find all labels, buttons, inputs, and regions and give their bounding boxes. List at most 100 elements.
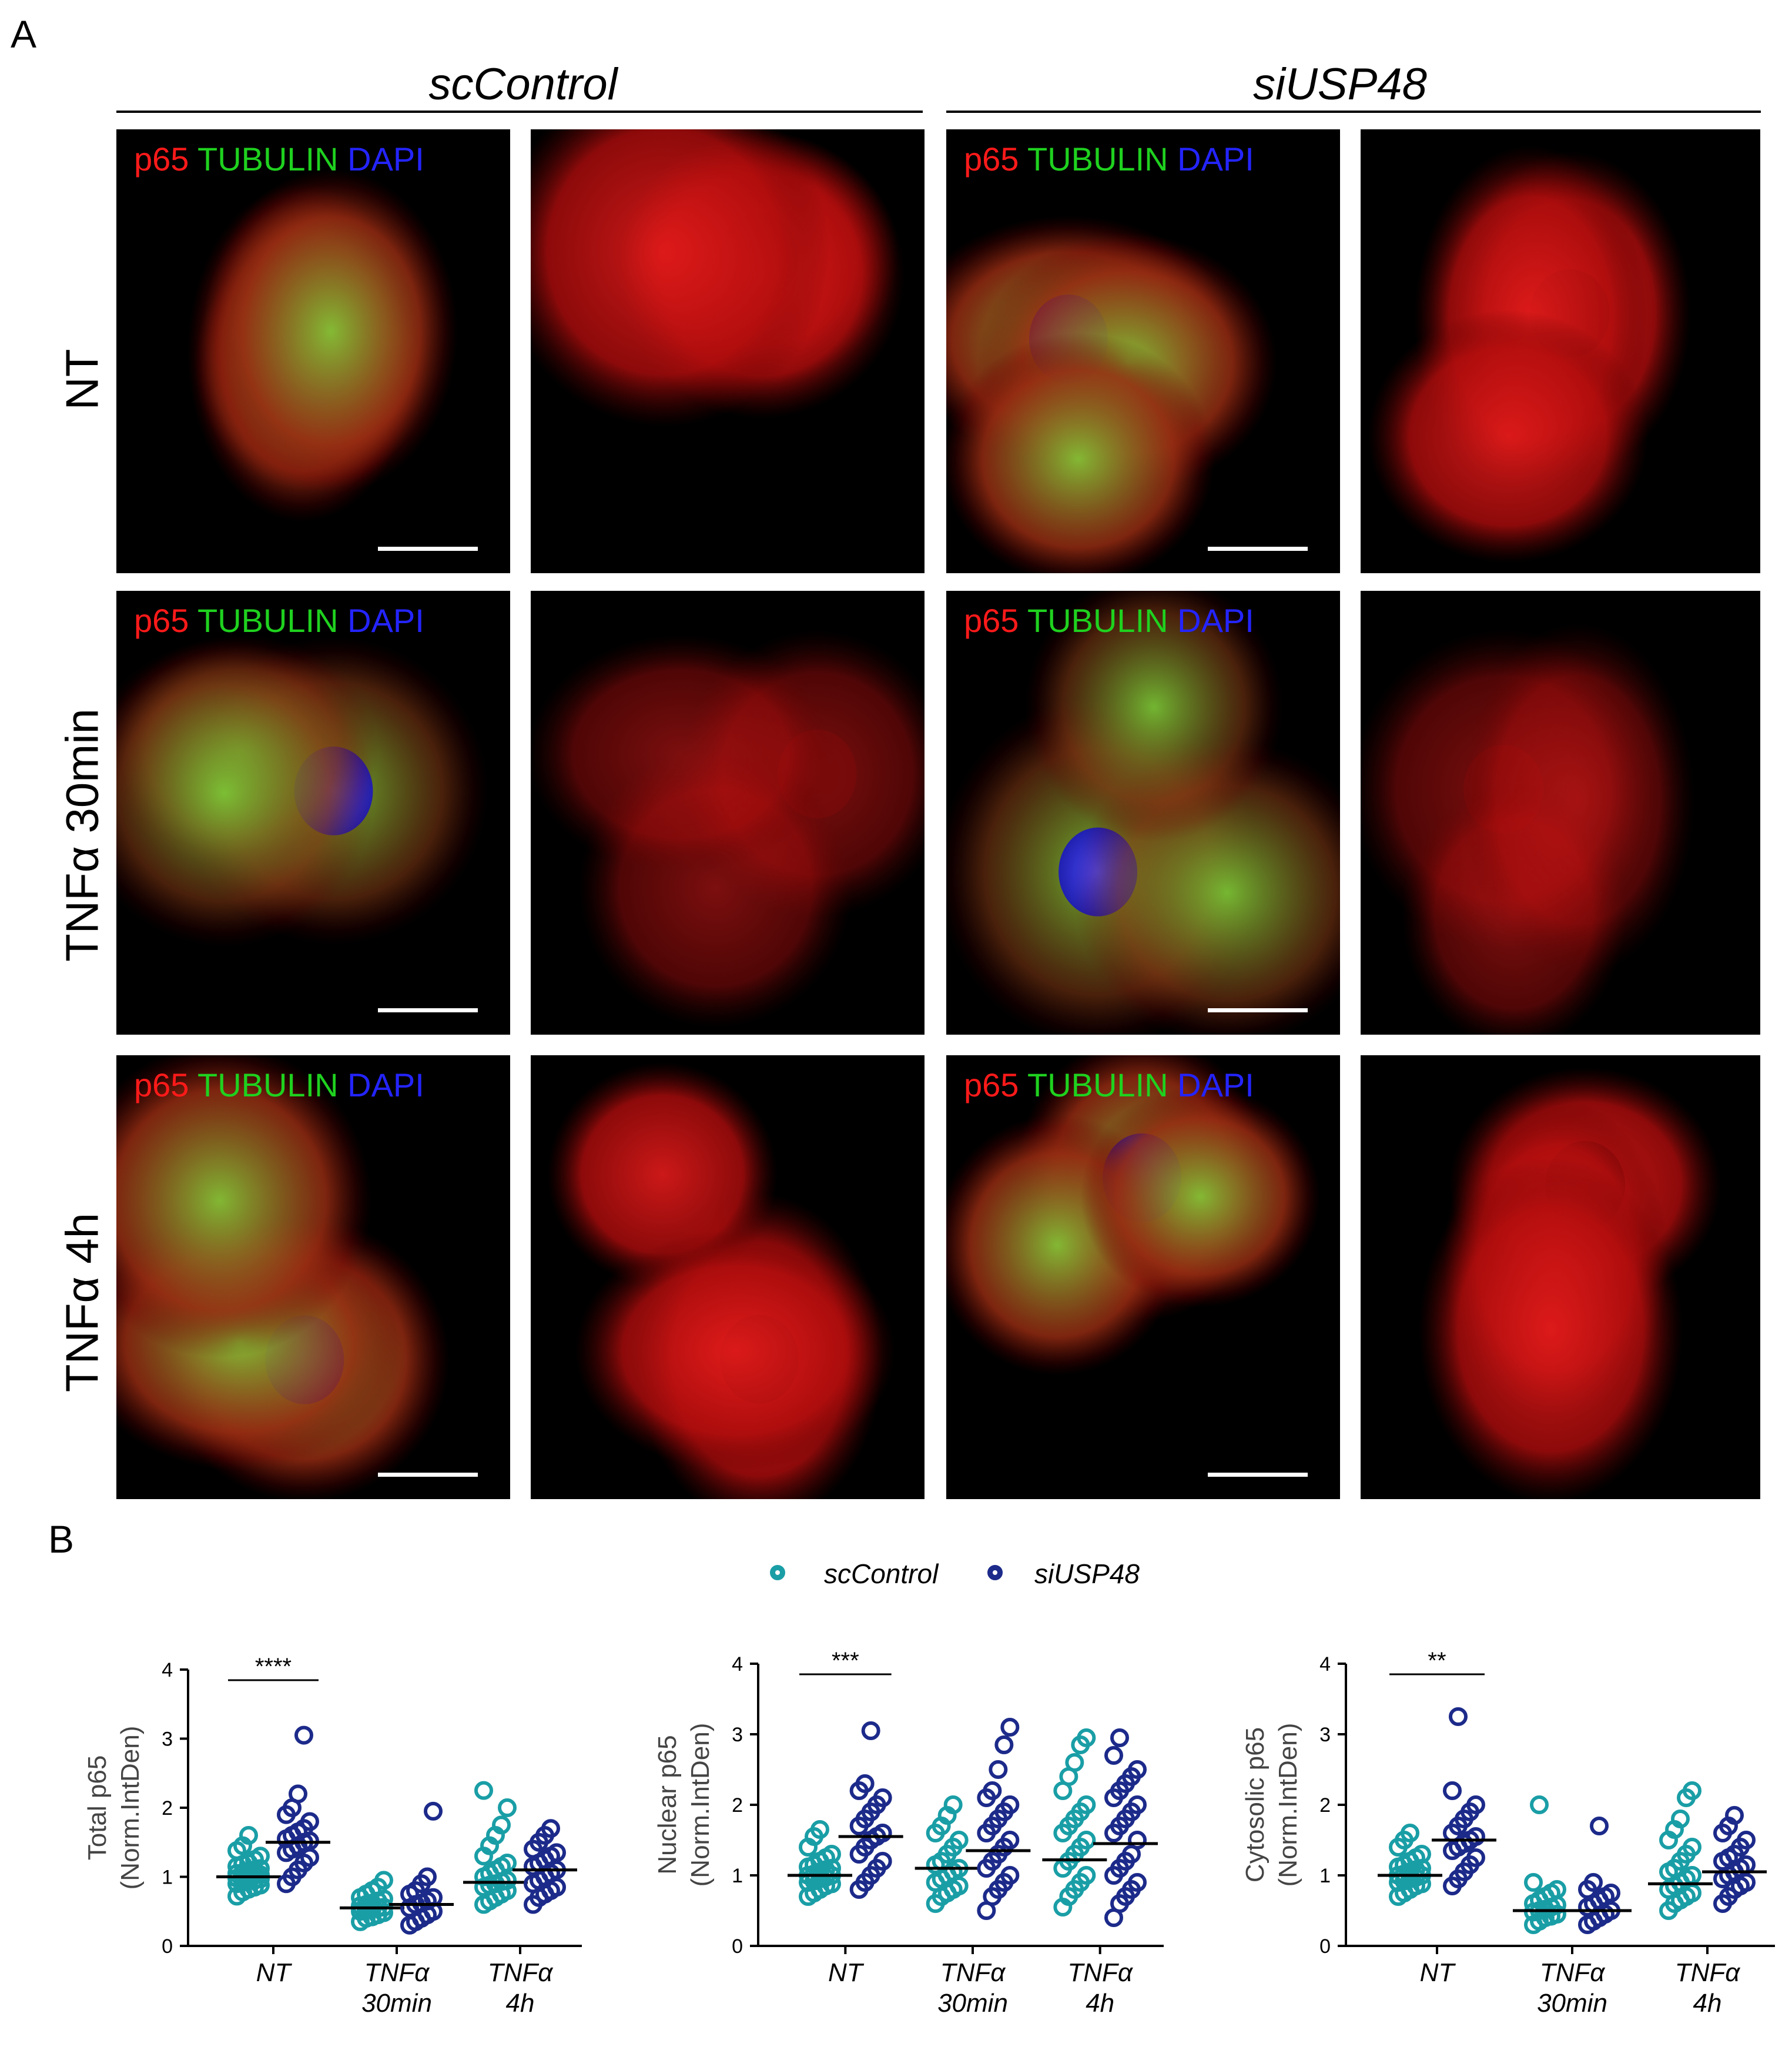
data-point [1104,1746,1123,1765]
group-title-sccontrol: scControl [428,59,618,109]
data-point [1128,1831,1147,1849]
data-point [983,1781,1002,1800]
y-axis-label: (Norm.IntDen) [116,1726,145,1890]
data-point [1466,1848,1485,1867]
y-tick-label: 1 [1319,1865,1331,1887]
x-tick-label: NT [1420,1958,1456,1987]
data-point [810,1820,829,1839]
data-point [855,1774,875,1793]
y-axis-label: Nuclear p65 [653,1735,682,1874]
channel-legend: p65 TUBULIN DAPI [134,1066,424,1104]
total-p65-chart: 0 1 2 3 4 Total p65 (Norm.IntDen) NT TNFα 30min TN… [35,1634,588,2063]
scale-bar [378,1008,478,1012]
y-tick-label: 1 [162,1867,173,1889]
group-title-siusp48: siUSP48 [1253,59,1427,109]
channel-label-p65: p65 [134,141,189,178]
x-tick-label: TNFα [488,1958,554,1987]
data-point [541,1819,560,1838]
data-point [1412,1845,1431,1864]
y-tick-label: 4 [732,1653,743,1675]
chart-legend: scControl siUSP48 [770,1558,1181,1593]
x-tick-label: 4h [1086,1989,1114,2018]
legend-label-siusp48: siUSP48 [1034,1558,1140,1589]
x-tick-label: 30min [937,1989,1008,2018]
legend-marker-siusp48 [987,1565,1003,1580]
group-line-siusp48 [946,111,1761,113]
x-tick-label: 30min [1537,1989,1607,2018]
data-point [300,1812,319,1831]
y-axis-label: (Norm.IntDen) [1274,1723,1302,1887]
legend-label-sccontrol: scControl [824,1558,939,1589]
merged-micrograph: p65 TUBULIN DAPI [116,591,510,1035]
x-tick-label: TNFα [1067,1958,1134,1987]
x-tick-label: TNFα [1675,1958,1741,1987]
data-point [1000,1718,1020,1737]
merged-micrograph: p65 TUBULIN DAPI [116,129,510,573]
p65-micrograph [531,1055,925,1499]
data-point [873,1788,892,1807]
channel-label-tubulin: TUBULIN [1027,602,1168,639]
x-tick-label: NT [828,1958,865,1987]
x-tick-label: TNFα [1540,1958,1606,1987]
merged-micrograph: p65 TUBULIN DAPI [946,591,1340,1035]
data-point [1000,1795,1020,1814]
p65-micrograph [1361,1055,1760,1499]
data-point [1077,1831,1096,1849]
channel-legend: p65 TUBULIN DAPI [964,1066,1254,1104]
channel-label-p65: p65 [964,602,1019,639]
tubulin-network [1092,1096,1309,1297]
data-point [1524,1873,1543,1892]
data-point [474,1781,493,1800]
data-point [1737,1831,1756,1849]
data-point [424,1801,443,1821]
data-point [1077,1795,1096,1814]
channel-label-p65: p65 [134,602,189,639]
channel-label-dapi: DAPI [1177,1066,1254,1103]
cell-body [531,129,830,427]
data-point [1602,1884,1620,1902]
x-tick-label: NT [256,1958,293,1987]
channel-label-p65: p65 [134,1066,189,1103]
y-tick-label: 4 [162,1659,173,1681]
data-point [1077,1728,1096,1747]
y-tick-label: 0 [1319,1935,1331,1958]
channel-label-dapi: DAPI [1177,141,1254,178]
cell-body [575,1230,895,1471]
channel-label-tubulin: TUBULIN [197,141,339,178]
data-point [873,1852,892,1871]
merged-micrograph: p65 TUBULIN DAPI [116,1055,510,1499]
x-tick-label: 4h [506,1989,535,2018]
nuclear-p65-chart: 0 1 2 3 4 Nuclear p65 (Norm.IntDen) NT TNFα 30min… [605,1628,1170,2063]
data-point [1110,1728,1129,1747]
data-point [949,1831,969,1849]
significance-label: **** [255,1654,292,1680]
data-point [1000,1866,1020,1885]
data-point [1128,1795,1147,1814]
x-tick-label: 4h [1693,1989,1722,2018]
data-point [1725,1806,1744,1825]
data-point [374,1871,393,1890]
data-point [492,1815,511,1835]
data-point [1000,1831,1020,1849]
tubulin-network [116,1059,357,1342]
scale-bar [1208,1008,1308,1012]
channel-legend: p65 TUBULIN DAPI [964,601,1254,640]
channel-label-tubulin: TUBULIN [1027,1066,1168,1103]
panel-b-letter: B [48,1517,75,1561]
y-tick-label: 2 [732,1794,743,1817]
data-point [1466,1795,1485,1814]
tubulin-network [116,654,360,932]
cell-body [1368,310,1649,563]
data-point [1449,1707,1468,1726]
y-tick-label: 4 [1319,1653,1331,1675]
tubulin-network [955,345,1201,573]
x-tick-label: TNFα [364,1958,431,1987]
row-label-nt: NT [56,349,108,410]
data-point [251,1847,270,1866]
data-point [1128,1760,1147,1779]
legend-marker-sccontrol [770,1565,785,1580]
data-point [1401,1824,1419,1842]
cell-body [1418,1157,1683,1499]
y-axis-label: Cytosolic p65 [1241,1727,1270,1882]
x-tick-label: TNFα [940,1958,1007,1987]
